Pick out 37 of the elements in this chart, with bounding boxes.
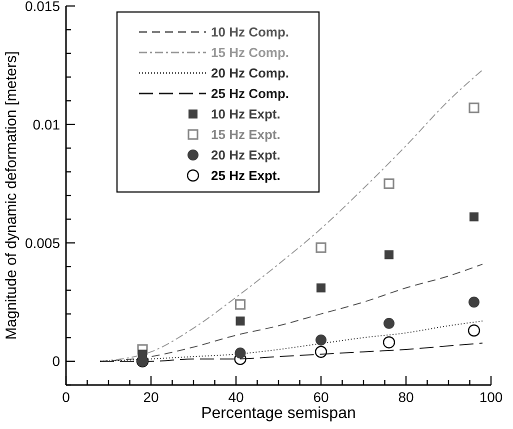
- point: [382, 336, 396, 348]
- legend-label: 10 Hz Expt.: [211, 106, 280, 122]
- point: [316, 334, 326, 346]
- x-tick-label: 20: [143, 389, 159, 405]
- point: [384, 178, 394, 189]
- point: [316, 242, 326, 253]
- x-tick-label: 0: [62, 389, 70, 405]
- point: [468, 102, 480, 114]
- point: [384, 250, 394, 260]
- point: [468, 324, 480, 337]
- x-tick-label: 100: [479, 389, 503, 405]
- legend-label: 25 Hz Expt.: [211, 168, 280, 184]
- text: 15 Hz Comp.: [211, 45, 290, 60]
- y-tick-label: 0.01: [32, 116, 60, 132]
- point: [316, 283, 326, 292]
- point: [234, 299, 246, 310]
- legend-label: 15 Hz Expt.: [211, 127, 280, 142]
- point: [236, 316, 245, 326]
- text: 25 Hz Comp.: [211, 86, 290, 102]
- x-tick-label: 60: [313, 389, 329, 405]
- point: [234, 348, 246, 359]
- x-tick-label: 40: [228, 389, 244, 405]
- text: 20 Hz Comp.: [211, 66, 290, 81]
- y-tick-label: 0.005: [24, 234, 60, 251]
- point: [468, 296, 480, 308]
- y-tick-label: 0: [52, 353, 60, 370]
- y-tick-label: 0.015: [24, 0, 60, 14]
- text: 10 Hz Comp.: [211, 24, 290, 40]
- x-tick-label: 80: [398, 389, 414, 405]
- point: [384, 318, 394, 329]
- legend-label: 20 Hz Expt.: [211, 148, 280, 163]
- line-series: [100, 69, 483, 362]
- point: [470, 212, 478, 222]
- point: [137, 344, 148, 355]
- y-axis-title: Magnitude of dynamic deformation [meters]: [3, 51, 20, 340]
- point: [314, 346, 328, 358]
- x-axis-title: Percentage semispan: [201, 405, 356, 422]
